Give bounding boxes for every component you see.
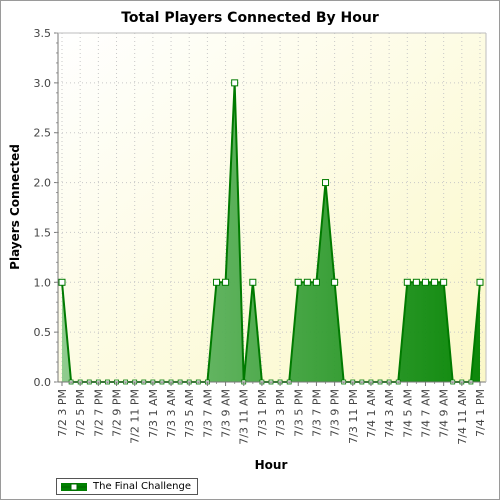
x-tick-label: 7/4 9 AM (438, 389, 451, 438)
y-tick-label: 0.0 (34, 376, 52, 389)
data-point-marker (212, 278, 220, 286)
legend-label: The Final Challenge (93, 481, 191, 492)
y-tick-label: 0.5 (34, 326, 52, 339)
x-tick-label: 7/4 7 AM (419, 389, 432, 438)
y-tick-label: 3.5 (34, 27, 52, 40)
x-tick-label: 7/4 1 PM (474, 389, 487, 437)
data-point-marker (412, 278, 420, 286)
x-tick-label: 7/3 7 AM (201, 389, 214, 438)
data-point-marker (312, 278, 320, 286)
x-tick-label: 7/3 7 PM (310, 389, 323, 437)
data-point-marker (440, 278, 448, 286)
x-tick-label: 7/3 9 AM (220, 389, 233, 438)
x-tick-label: 7/2 9 PM (111, 389, 124, 437)
x-tick-label: 7/3 3 PM (274, 389, 287, 437)
series-area (62, 82, 480, 382)
data-point-marker (331, 278, 339, 286)
axes (54, 32, 487, 386)
data-point-marker (249, 278, 257, 286)
x-tick-label: 7/3 11 AM (238, 389, 251, 445)
y-tick-labels: 0.0 0.5 1.0 1.5 2.0 2.5 3.0 3.5 (34, 27, 52, 389)
x-tick-labels: 7/2 3 PM 7/2 5 PM 7/2 7 PM 7/2 9 PM 7/2 11 P… (56, 389, 487, 445)
x-tick-label: 7/2 5 PM (74, 389, 87, 437)
x-tick-label: 7/3 11 PM (347, 389, 360, 444)
x-tick-label: 7/4 11 AM (456, 389, 469, 445)
chart-title: Total Players Connected By Hour (121, 10, 379, 26)
data-point-marker (476, 278, 484, 286)
y-tick-label: 1.0 (34, 276, 52, 289)
y-tick-label: 3.0 (34, 77, 52, 90)
y-tick-label: 2.5 (34, 127, 52, 140)
y-tick-label: 1.5 (34, 226, 52, 239)
x-tick-label: 7/2 7 PM (92, 389, 105, 437)
data-point-marker (421, 278, 429, 286)
x-tick-label: 7/2 11 PM (129, 389, 142, 444)
data-point-marker (303, 278, 311, 286)
data-point-marker (222, 278, 230, 286)
data-point-marker (294, 278, 302, 286)
x-tick-label: 7/4 5 AM (401, 389, 414, 438)
x-tick-label: 7/4 3 AM (383, 389, 396, 438)
data-point-marker (231, 79, 239, 87)
x-tick-label: 7/3 5 PM (292, 389, 305, 437)
y-axis-title: Players Connected (8, 144, 22, 270)
data-point-marker (403, 278, 411, 286)
x-tick-label: 7/3 1 AM (147, 389, 160, 438)
legend-swatch-icon (61, 482, 87, 491)
y-tick-label: 2.0 (34, 177, 52, 190)
x-tick-label: 7/3 9 PM (329, 389, 342, 437)
legend: The Final Challenge (56, 478, 198, 495)
x-tick-label: 7/3 5 AM (183, 389, 196, 438)
x-tick-label: 7/3 3 AM (165, 389, 178, 438)
data-point-marker (431, 278, 439, 286)
x-tick-label: 7/3 1 PM (256, 389, 269, 437)
data-point-marker (58, 278, 66, 286)
x-axis-title: Hour (255, 458, 288, 472)
x-tick-label: 7/2 3 PM (56, 389, 69, 437)
x-tick-label: 7/4 1 AM (365, 389, 378, 438)
data-point-marker (322, 179, 330, 187)
